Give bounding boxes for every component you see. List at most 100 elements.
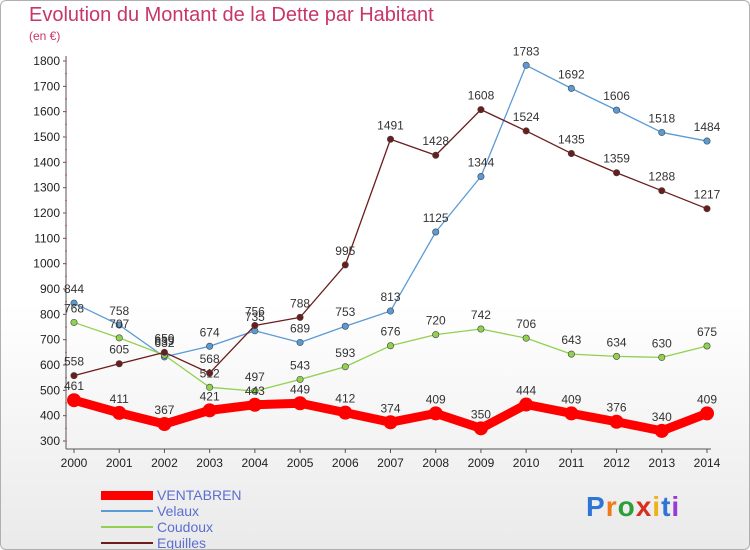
y-tick-label: 800 [40, 307, 60, 321]
data-point-velaux [206, 342, 214, 350]
y-tick-label: 700 [40, 333, 60, 347]
data-label-ventabren: 409 [426, 392, 446, 406]
legend-swatch-velaux [101, 510, 153, 512]
data-label-ventabren: 409 [697, 392, 717, 406]
legend-label-eguilles: Eguilles [157, 535, 207, 550]
data-label-coudoux: 768 [64, 301, 84, 315]
data-label-coudoux: 676 [380, 325, 400, 339]
data-point-ventabren [112, 405, 127, 420]
data-label-velaux: 753 [335, 305, 355, 319]
data-point-coudoux [477, 325, 485, 333]
y-tick-label: 400 [40, 409, 60, 423]
data-point-eguilles [477, 106, 485, 114]
x-tick-label: 2005 [287, 456, 314, 470]
x-tick-label: 2008 [422, 456, 449, 470]
x-tick-label: 2001 [106, 456, 133, 470]
data-point-velaux [70, 299, 78, 307]
data-point-velaux [341, 322, 349, 330]
x-tick-label: 2007 [377, 456, 404, 470]
data-label-velaux: 1692 [558, 67, 585, 81]
y-tick-label: 600 [40, 358, 60, 372]
data-label-coudoux: 497 [245, 370, 265, 384]
data-label-velaux: 1125 [423, 211, 449, 225]
data-label-ventabren: 411 [110, 392, 129, 406]
data-label-eguilles: 1524 [513, 110, 540, 124]
x-tick-label: 2012 [603, 456, 630, 470]
y-tick-label: 1200 [33, 206, 60, 220]
data-point-ventabren [519, 397, 534, 412]
data-point-ventabren [383, 415, 398, 430]
data-point-coudoux [115, 334, 123, 342]
x-tick-label: 2009 [468, 456, 495, 470]
data-label-coudoux: 675 [697, 325, 717, 339]
logo-letter: x [635, 491, 653, 522]
data-point-coudoux [341, 363, 349, 371]
data-label-eguilles: 788 [290, 296, 310, 310]
data-point-eguilles [160, 348, 168, 356]
data-label-velaux: 844 [64, 282, 84, 296]
data-label-velaux: 758 [109, 304, 129, 318]
data-point-eguilles [386, 135, 394, 143]
legend-item-velaux: Velaux [101, 503, 361, 519]
data-point-velaux [115, 321, 123, 329]
data-point-coudoux [432, 331, 440, 339]
legend-item-coudoux: Coudoux [101, 519, 361, 535]
data-label-coudoux: 742 [471, 308, 491, 322]
data-point-velaux [703, 137, 711, 145]
y-tick-label: 1800 [33, 54, 60, 68]
x-tick-label: 2002 [151, 456, 178, 470]
unit-label: (en €) [29, 29, 61, 43]
y-tick-label: 1400 [33, 155, 60, 169]
data-label-coudoux: 593 [335, 346, 355, 360]
data-label-ventabren: 443 [245, 384, 265, 398]
x-tick-label: 2003 [196, 456, 223, 470]
logo-letter: t [661, 491, 672, 522]
data-point-velaux [567, 84, 575, 92]
data-point-coudoux [206, 383, 214, 391]
data-label-eguilles: 568 [200, 352, 220, 366]
data-point-velaux [658, 128, 666, 136]
x-tick-label: 2000 [61, 456, 88, 470]
data-label-eguilles: 995 [335, 244, 355, 258]
data-label-eguilles: 1608 [468, 89, 495, 103]
data-label-velaux: 813 [380, 290, 400, 304]
legend-label-velaux: Velaux [157, 503, 200, 519]
data-point-ventabren [67, 393, 81, 408]
y-tick-label: 1300 [33, 181, 60, 195]
data-point-eguilles [251, 321, 259, 329]
data-point-velaux [477, 173, 485, 181]
data-label-eguilles: 558 [64, 355, 84, 369]
legend-item-ventabren: VENTABREN [101, 487, 361, 503]
logo-letter: i [671, 491, 681, 522]
x-tick-label: 2013 [648, 456, 675, 470]
y-tick-label: 1100 [34, 231, 60, 245]
data-label-ventabren: 444 [516, 384, 536, 398]
data-label-eguilles: 605 [109, 343, 129, 357]
data-label-velaux: 1606 [603, 89, 630, 103]
data-point-eguilles [703, 205, 711, 213]
data-label-ventabren: 409 [561, 392, 581, 406]
data-point-ventabren [157, 417, 172, 432]
x-tick-label: 2011 [558, 456, 584, 470]
data-label-coudoux: 543 [290, 358, 310, 372]
data-point-velaux [296, 338, 304, 346]
data-label-ventabren: 449 [290, 382, 310, 396]
data-point-coudoux [613, 352, 621, 360]
data-label-velaux: 1484 [694, 120, 721, 134]
data-label-ventabren: 350 [471, 407, 491, 421]
data-label-eguilles: 756 [245, 304, 265, 318]
data-point-coudoux [70, 318, 78, 326]
data-point-ventabren [473, 421, 488, 436]
data-point-eguilles [658, 187, 666, 195]
y-tick-label: 900 [40, 282, 60, 296]
data-point-ventabren [247, 397, 262, 412]
data-label-eguilles: 1288 [648, 170, 675, 184]
y-tick-label: 1600 [33, 105, 60, 119]
data-label-ventabren: 412 [335, 392, 355, 406]
data-point-eguilles [70, 372, 78, 380]
legend-swatch-eguilles [101, 542, 153, 544]
data-point-coudoux [522, 334, 530, 342]
data-point-eguilles [206, 369, 214, 377]
